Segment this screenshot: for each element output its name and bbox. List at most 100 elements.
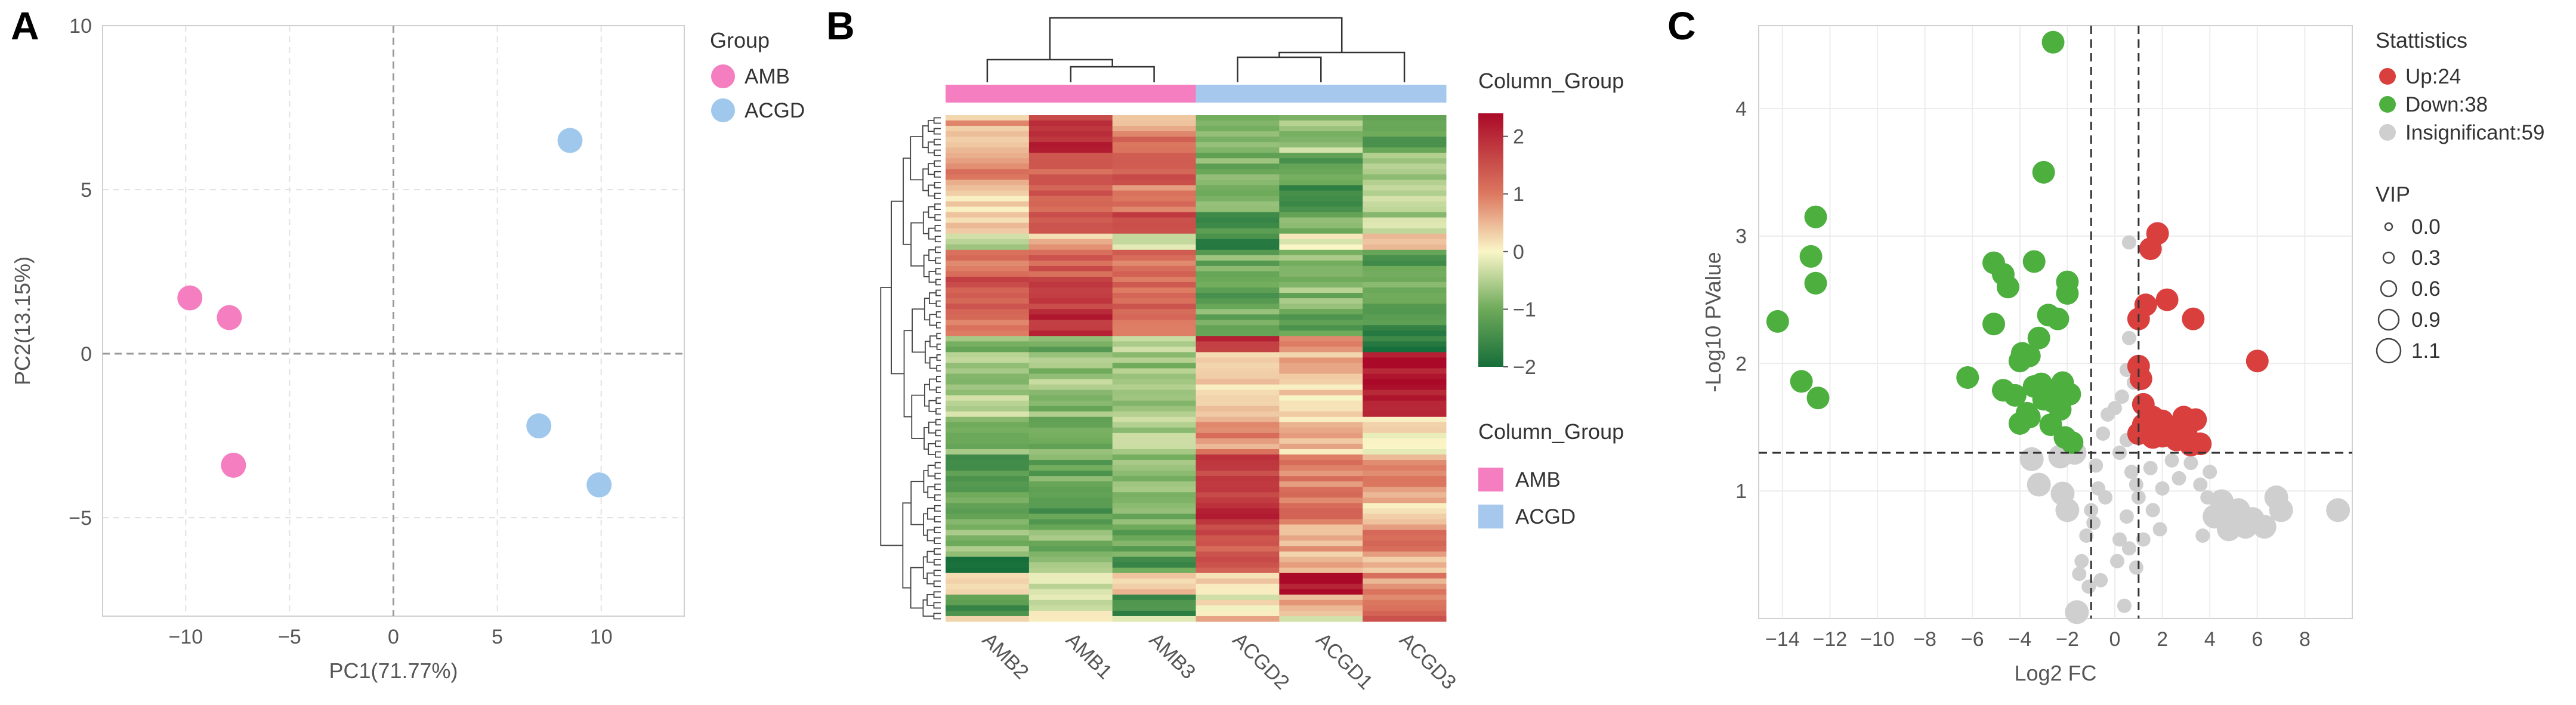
row-dendrogram-branch — [935, 279, 941, 286]
heatmap-cell — [1279, 514, 1363, 520]
vip-legend-marker — [2380, 280, 2398, 298]
data-point-insignificant — [2119, 509, 2134, 524]
heatmap-cell — [1279, 432, 1363, 439]
heatmap-cell — [1279, 314, 1363, 320]
heatmap-cell — [1196, 190, 1280, 196]
heatmap-cell — [1196, 320, 1280, 326]
group-bar-acgd — [1363, 85, 1447, 103]
heatmap-cell — [1363, 341, 1447, 347]
row-dendrogram-branch — [934, 225, 941, 232]
heatmap-cell — [1279, 487, 1363, 493]
heatmap-cell — [1028, 347, 1113, 352]
data-point-insignificant — [2129, 477, 2143, 492]
row-dendrogram-branch — [935, 440, 941, 447]
heatmap-cell — [1196, 131, 1280, 137]
data-point-down — [1982, 313, 2006, 336]
heatmap-cell — [1279, 190, 1363, 196]
heatmap-cell — [1112, 293, 1196, 299]
heatmap-cell — [1028, 497, 1113, 503]
heatmap-cell — [1028, 115, 1113, 121]
heatmap-cell — [1196, 481, 1280, 487]
data-point-acgd — [557, 128, 583, 153]
heatmap-cell — [1028, 276, 1113, 283]
heatmap-cell — [1363, 293, 1447, 299]
heatmap-cell — [1112, 120, 1196, 126]
heatmap-cell — [1279, 411, 1363, 418]
heatmap-cell — [1112, 594, 1196, 601]
heatmap-cell — [1196, 508, 1280, 514]
heatmap-cell — [1112, 276, 1196, 283]
heatmap-cell — [1363, 180, 1447, 185]
heatmap-cell — [1279, 449, 1363, 455]
row-dendrogram-branch — [923, 470, 928, 493]
heatmap-cell — [946, 411, 1030, 418]
heatmap-cell — [946, 304, 1030, 310]
heatmap-cell — [1112, 239, 1196, 245]
column-dendrogram-root — [1049, 17, 1343, 60]
column-label: AMB3 — [1145, 629, 1200, 684]
heatmap-cell — [1112, 249, 1196, 256]
heatmap-cell — [1279, 142, 1363, 148]
heatmap-cell — [1196, 589, 1280, 595]
heatmap-cell — [1028, 293, 1113, 299]
data-point-down — [1766, 310, 1789, 333]
data-point-insignificant — [2072, 567, 2087, 582]
heatmap-cell — [1196, 465, 1280, 471]
row-dendrogram-branch — [911, 394, 925, 439]
heatmap-cell — [946, 379, 1030, 385]
heatmap-cell — [1363, 519, 1447, 525]
data-point-down — [1804, 271, 1827, 295]
heatmap-cell — [1196, 196, 1280, 202]
heatmap-cell — [1028, 309, 1113, 315]
heatmap-cell — [1112, 519, 1196, 525]
heatmap-cell — [1279, 551, 1363, 558]
row-dendrogram-branch — [910, 567, 923, 609]
heatmap-cell — [946, 206, 1030, 213]
heatmap-cell — [1363, 481, 1447, 487]
heatmap-cell — [1196, 185, 1280, 191]
heatmap-cell — [1363, 465, 1447, 471]
heatmap-cell — [1112, 567, 1196, 574]
group-legend-swatch-acgd — [1478, 505, 1503, 528]
heatmap-cell — [1028, 583, 1113, 590]
row-dendrogram-branch — [934, 236, 941, 243]
heatmap-cell — [1196, 449, 1280, 455]
heatmap-cell — [1196, 147, 1280, 153]
heatmap-cell — [1028, 255, 1113, 261]
data-point-insignificant — [2145, 503, 2160, 518]
heatmap-cell — [1279, 169, 1363, 175]
row-dendrogram-branch — [925, 341, 930, 364]
heatmap-cell — [1196, 497, 1280, 503]
heatmap-cell — [1363, 137, 1447, 143]
heatmap-cell — [1363, 599, 1447, 606]
row-dendrogram-branch — [933, 570, 941, 577]
heatmap-cell — [1196, 314, 1280, 320]
heatmap-cell — [1196, 411, 1280, 418]
x-axis-label: Log2 FC — [2014, 661, 2096, 685]
heatmap-cell — [1028, 422, 1113, 428]
heatmap-cell — [946, 153, 1030, 159]
heatmap-cell — [1363, 497, 1447, 503]
row-dendrogram-branch — [928, 163, 935, 175]
row-dendrogram-branch — [903, 157, 912, 245]
heatmap-cell — [1196, 239, 1280, 245]
heatmap-cell — [1196, 228, 1280, 234]
data-point-down — [2003, 384, 2027, 407]
heatmap-cell — [1363, 573, 1447, 579]
data-point-up — [2179, 434, 2203, 457]
heatmap-cell — [1028, 476, 1113, 482]
heatmap-cell — [1363, 556, 1447, 563]
heatmap-cell — [946, 616, 1030, 622]
data-point-amb — [177, 285, 203, 311]
heatmap-cell — [1363, 120, 1447, 126]
heatmap-cell — [1028, 443, 1113, 450]
heatmap-cell — [1028, 206, 1113, 213]
heatmap-cell — [1196, 454, 1280, 460]
heatmap-cell — [1363, 347, 1447, 352]
heatmap-cell — [1028, 368, 1113, 375]
heatmap-cell — [1028, 406, 1113, 412]
heatmap-cell — [1112, 465, 1196, 471]
row-dendrogram-branch — [935, 386, 941, 394]
heatmap-cell — [1363, 265, 1447, 272]
data-point-insignificant — [2326, 498, 2350, 522]
